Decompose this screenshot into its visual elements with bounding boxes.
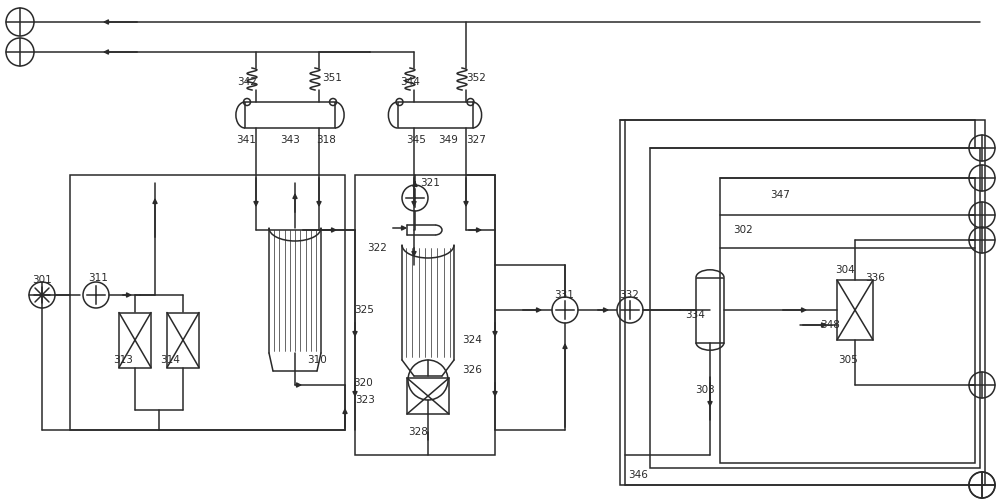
Text: 326: 326 bbox=[462, 365, 482, 375]
Text: 344: 344 bbox=[400, 77, 420, 87]
Text: 345: 345 bbox=[406, 135, 426, 145]
Bar bbox=[650, 148, 980, 468]
Text: 303: 303 bbox=[695, 385, 715, 395]
Bar bbox=[355, 175, 495, 455]
Text: 322: 322 bbox=[367, 243, 387, 253]
Bar bbox=[837, 280, 873, 340]
Text: 321: 321 bbox=[420, 178, 440, 188]
Text: 324: 324 bbox=[462, 335, 482, 345]
Text: 346: 346 bbox=[628, 470, 648, 480]
Text: 323: 323 bbox=[355, 395, 375, 405]
Text: 351: 351 bbox=[322, 73, 342, 83]
Text: 327: 327 bbox=[466, 135, 486, 145]
Bar bbox=[167, 312, 199, 367]
Text: 332: 332 bbox=[619, 290, 639, 300]
Text: 336: 336 bbox=[865, 273, 885, 283]
Bar bbox=[720, 178, 975, 463]
Bar bbox=[407, 378, 449, 414]
Text: 331: 331 bbox=[554, 290, 574, 300]
Text: 342: 342 bbox=[237, 77, 257, 87]
Text: 305: 305 bbox=[838, 355, 858, 365]
Bar bbox=[119, 312, 151, 367]
Text: 349: 349 bbox=[438, 135, 458, 145]
Bar bbox=[696, 277, 724, 342]
Text: 352: 352 bbox=[466, 73, 486, 83]
Text: 311: 311 bbox=[88, 273, 108, 283]
Bar bbox=[245, 102, 335, 128]
Bar bbox=[398, 102, 473, 128]
Text: 343: 343 bbox=[280, 135, 300, 145]
Text: 325: 325 bbox=[354, 305, 374, 315]
Text: 301: 301 bbox=[32, 275, 52, 285]
Text: 341: 341 bbox=[236, 135, 256, 145]
Text: 328: 328 bbox=[408, 427, 428, 437]
Bar bbox=[70, 175, 345, 430]
Text: 320: 320 bbox=[353, 378, 373, 388]
Text: 348: 348 bbox=[820, 320, 840, 330]
Bar bbox=[620, 120, 985, 485]
Text: 318: 318 bbox=[316, 135, 336, 145]
Text: 314: 314 bbox=[160, 355, 180, 365]
Text: 302: 302 bbox=[733, 225, 753, 235]
Text: 310: 310 bbox=[307, 355, 327, 365]
Text: 334: 334 bbox=[685, 310, 705, 320]
Text: 304: 304 bbox=[835, 265, 855, 275]
Text: 347: 347 bbox=[770, 190, 790, 200]
Text: 313: 313 bbox=[113, 355, 133, 365]
